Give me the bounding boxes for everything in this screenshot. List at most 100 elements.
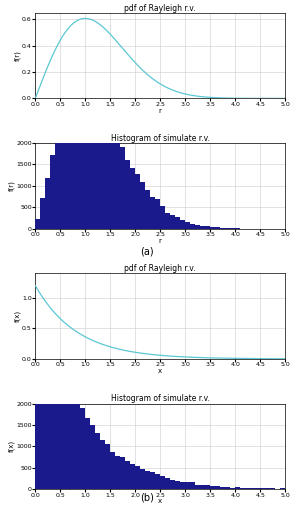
Bar xyxy=(190,225,195,229)
Bar xyxy=(75,394,80,489)
Bar xyxy=(170,215,175,229)
Bar xyxy=(65,367,70,489)
Bar xyxy=(230,488,235,489)
Bar xyxy=(130,464,135,489)
Text: (b): (b) xyxy=(140,493,154,503)
Bar xyxy=(200,485,205,489)
Bar xyxy=(65,115,70,229)
Bar xyxy=(45,299,50,489)
Bar xyxy=(155,475,160,489)
Bar xyxy=(80,408,85,489)
Bar xyxy=(170,480,175,489)
Bar xyxy=(120,147,125,229)
Bar xyxy=(280,488,285,489)
Bar xyxy=(180,221,185,229)
Bar xyxy=(125,160,130,229)
Bar xyxy=(95,107,100,229)
Bar xyxy=(210,227,215,229)
Bar xyxy=(55,343,60,489)
Bar xyxy=(130,168,135,229)
Y-axis label: f(x): f(x) xyxy=(14,310,21,322)
Bar xyxy=(135,174,140,229)
Bar xyxy=(35,219,40,229)
Bar xyxy=(60,353,65,489)
Bar xyxy=(225,228,230,229)
Bar xyxy=(40,272,45,489)
Y-axis label: f(x): f(x) xyxy=(8,441,15,452)
X-axis label: r: r xyxy=(159,107,162,114)
Bar xyxy=(115,139,120,229)
Bar xyxy=(50,155,55,229)
Bar xyxy=(175,216,180,229)
X-axis label: r: r xyxy=(159,238,162,244)
Bar xyxy=(90,425,95,489)
Bar xyxy=(260,488,265,489)
Bar xyxy=(135,465,140,489)
Bar xyxy=(100,440,105,489)
Bar xyxy=(250,488,255,489)
Bar xyxy=(195,485,200,489)
Bar xyxy=(50,320,55,489)
Y-axis label: f(r): f(r) xyxy=(14,50,21,61)
X-axis label: x: x xyxy=(158,498,162,504)
Bar xyxy=(115,456,120,489)
Bar xyxy=(190,482,195,489)
Bar xyxy=(55,143,60,229)
Bar xyxy=(105,121,110,229)
Bar xyxy=(205,227,210,229)
Bar xyxy=(240,488,245,489)
Bar xyxy=(160,476,165,489)
Bar xyxy=(150,197,155,229)
Bar xyxy=(160,206,165,229)
Bar xyxy=(70,387,75,489)
Bar xyxy=(235,488,240,489)
Bar xyxy=(255,488,260,489)
Bar xyxy=(90,104,95,229)
Bar xyxy=(95,433,100,489)
Bar xyxy=(35,248,40,489)
Bar xyxy=(210,486,215,489)
Bar xyxy=(70,111,75,229)
Text: (a): (a) xyxy=(140,247,154,257)
Bar xyxy=(45,178,50,229)
Bar xyxy=(265,488,270,489)
Bar xyxy=(155,199,160,229)
Bar xyxy=(195,226,200,229)
Bar xyxy=(120,457,125,489)
Bar xyxy=(165,479,170,489)
Bar xyxy=(185,222,190,229)
Bar xyxy=(270,488,275,489)
Bar xyxy=(40,198,45,229)
Bar xyxy=(110,128,115,229)
Title: Histogram of simulate r.v.: Histogram of simulate r.v. xyxy=(111,134,210,143)
Bar xyxy=(220,487,225,489)
Bar xyxy=(105,444,110,489)
Bar xyxy=(75,104,80,229)
Bar xyxy=(145,471,150,489)
Bar xyxy=(145,190,150,229)
Bar xyxy=(225,487,230,489)
Bar xyxy=(185,482,190,489)
Bar xyxy=(150,473,155,489)
Bar xyxy=(80,97,85,229)
Bar xyxy=(140,469,145,489)
Title: pdf of Rayleigh r.v.: pdf of Rayleigh r.v. xyxy=(124,4,196,13)
Bar xyxy=(60,125,65,229)
Bar xyxy=(215,486,220,489)
Bar xyxy=(100,113,105,229)
Y-axis label: f(r): f(r) xyxy=(8,180,15,191)
Bar xyxy=(200,226,205,229)
Bar xyxy=(215,228,220,229)
Bar xyxy=(205,485,210,489)
Bar xyxy=(165,213,170,229)
Bar xyxy=(140,182,145,229)
Bar xyxy=(85,97,90,229)
Bar xyxy=(125,461,130,489)
Title: pdf of Rayleigh r.v.: pdf of Rayleigh r.v. xyxy=(124,264,196,273)
Bar xyxy=(180,482,185,489)
Title: Histogram of simulate r.v.: Histogram of simulate r.v. xyxy=(111,394,210,404)
Bar xyxy=(110,452,115,489)
Bar xyxy=(85,418,90,489)
Bar xyxy=(175,481,180,489)
X-axis label: x: x xyxy=(158,368,162,374)
